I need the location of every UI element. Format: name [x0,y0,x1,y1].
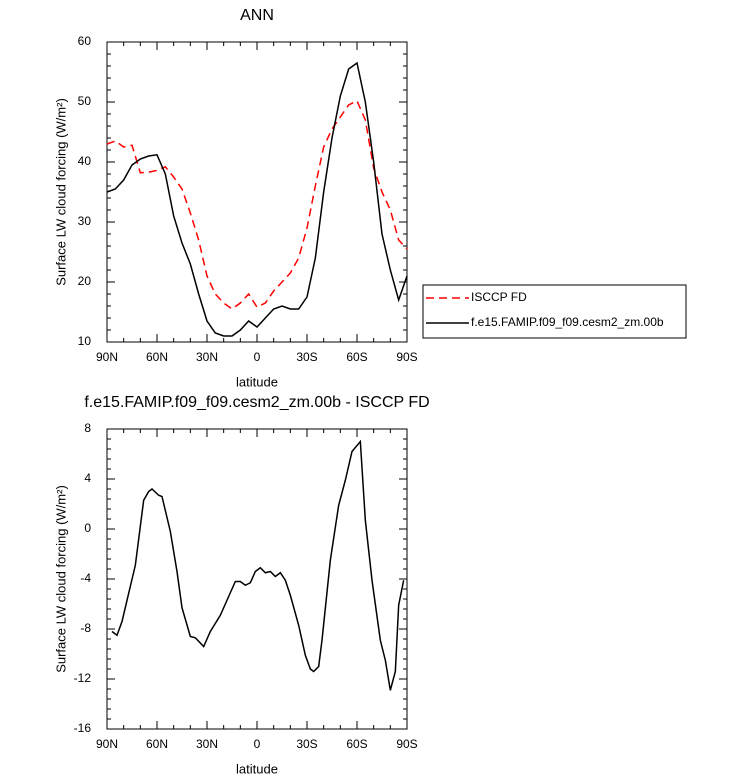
y-tick-label: 50 [78,94,92,108]
legend: ISCCP FD f.e15.FAMIP.f09_f09.cesm2_zm.00b [422,284,687,339]
legend-label: ISCCP FD [471,290,527,304]
y-axis-label: Surface LW cloud forcing (W/m²) [53,485,68,673]
x-tick-label: 0 [254,350,261,364]
y-tick-label: 0 [84,521,91,535]
chart-title: ANN [240,7,274,24]
y-tick-label: 60 [78,34,92,48]
y-tick-label: 8 [84,421,91,435]
y-axis-label: Surface LW cloud forcing (W/m²) [53,98,68,286]
y-tick-label: 30 [78,214,92,228]
x-tick-label: 30S [296,737,317,751]
x-tick-label: 30N [196,737,218,751]
x-tick-label: 30S [296,350,317,364]
y-tick-label: 10 [78,334,92,348]
y-tick-label: -16 [74,721,92,735]
x-tick-label: 90S [396,737,417,751]
x-tick-label: 60S [346,350,367,364]
series-line [106,61,408,337]
y-tick-label: -8 [80,621,91,635]
x-tick-label: 90S [396,350,417,364]
y-tick-label: -12 [74,671,92,685]
x-axis-label: latitude [236,761,278,776]
chart-title: f.e15.FAMIP.f09_f09.cesm2_zm.00b - ISCCP… [84,394,429,411]
legend-label: f.e15.FAMIP.f09_f09.cesm2_zm.00b [471,315,664,329]
x-tick-label: 90N [96,350,118,364]
x-tick-label: 60N [146,350,168,364]
plot-frame [106,428,408,730]
x-tick-label: 60N [146,737,168,751]
x-tick-label: 90N [96,737,118,751]
y-tick-label: 40 [78,154,92,168]
x-tick-label: 0 [254,737,261,751]
y-tick-label: 20 [78,274,92,288]
x-axis-label: latitude [236,374,278,389]
x-tick-label: 30N [196,350,218,364]
y-tick-label: -4 [80,571,91,585]
series-line [111,439,405,691]
series-line [106,99,408,310]
y-tick-label: 4 [84,471,91,485]
legend-box [422,284,687,339]
x-tick-label: 60S [346,737,367,751]
